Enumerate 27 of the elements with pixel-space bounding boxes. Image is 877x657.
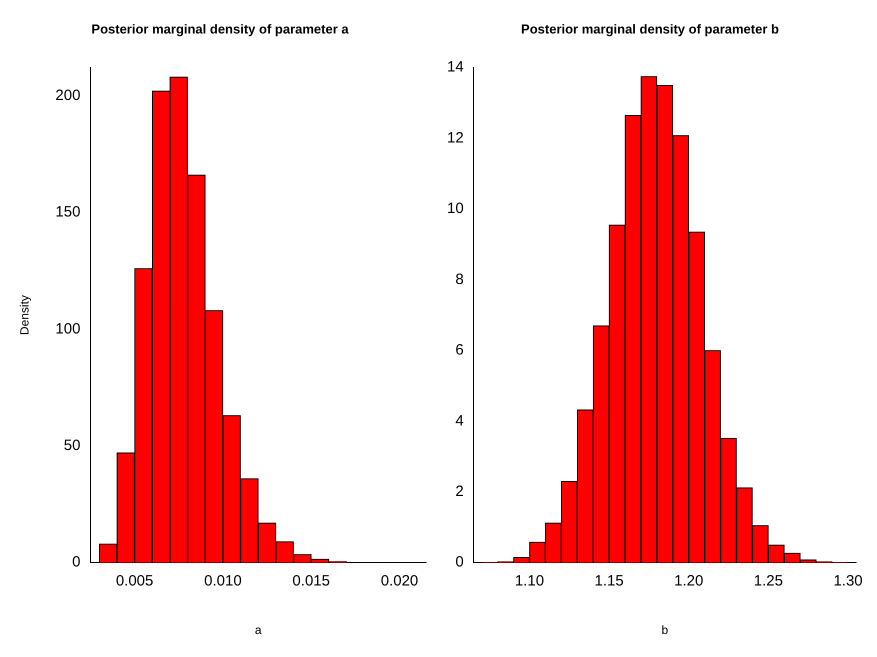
y-tick-label: 150: [55, 204, 80, 221]
x-tick-label: 1.20: [674, 572, 704, 590]
x-tick-label: 1.10: [514, 572, 544, 590]
y-tick-label: 0: [72, 554, 80, 571]
chart-title: Posterior marginal density of parameter b: [521, 21, 780, 36]
y-tick-label: 2: [455, 483, 464, 500]
x-tick-label: 0.020: [380, 572, 418, 590]
y-tick-label: 12: [446, 129, 464, 146]
chart-title: Posterior marginal density of parameter a: [91, 21, 350, 36]
y-axis-title: Density: [18, 295, 32, 336]
x-tick-label: 1.30: [833, 572, 863, 590]
y-tick-label: 0: [455, 554, 464, 571]
x-tick-label: 1.25: [754, 572, 783, 590]
y-tick-label: 50: [64, 436, 80, 454]
x-tick-label: 1.15: [594, 572, 624, 590]
y-tick-label: 100: [55, 320, 80, 338]
x-tick-label: 0.015: [292, 572, 330, 590]
y-tick-label: 200: [55, 86, 80, 104]
y-tick-label: 4: [455, 412, 464, 430]
x-tick-label: 0.005: [116, 572, 154, 590]
x-axis-title: a: [254, 623, 262, 638]
y-tick-label: 14: [446, 58, 464, 76]
y-tick-label: 6: [455, 342, 464, 359]
x-axis-title: b: [662, 623, 668, 638]
y-tick-label: 10: [446, 200, 464, 218]
y-tick-label: 8: [455, 270, 464, 288]
x-tick-label: 0.010: [204, 572, 242, 590]
